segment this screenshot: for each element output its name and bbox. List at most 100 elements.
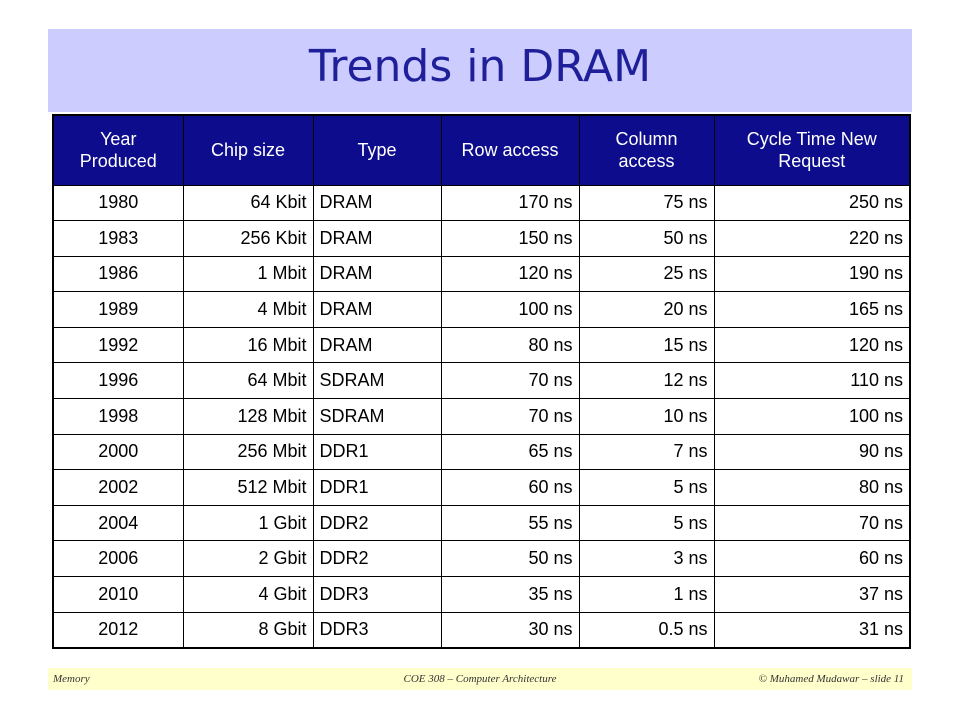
slide-title: Trends in DRAM [308, 41, 652, 92]
cell-chip-size: 2 Gbit [182, 540, 314, 578]
table-row: 2010 4 Gbit DDR3 35 ns 1 ns 37 ns [52, 576, 911, 613]
header-column-access: Column access [578, 114, 715, 186]
cell-type: DDR3 [312, 576, 442, 613]
cell-cycle-time: 120 ns [713, 326, 911, 364]
cell-cycle-time: 100 ns [713, 398, 911, 435]
header-chip-size: Chip size [182, 114, 314, 186]
cell-type: SDRAM [312, 362, 442, 400]
cell-chip-size: 16 Mbit [182, 326, 314, 364]
cell-chip-size: 4 Gbit [182, 576, 314, 613]
cell-type: DRAM [312, 184, 442, 222]
footer-topic: Memory [53, 673, 90, 685]
cell-chip-size: 256 Mbit [182, 433, 314, 471]
cell-chip-size: 64 Mbit [182, 362, 314, 400]
cell-row-access: 80 ns [440, 326, 580, 364]
cell-cycle-time: 70 ns [713, 504, 911, 542]
cell-row-access: 60 ns [440, 469, 580, 506]
cell-year: 2012 [52, 611, 184, 649]
cell-column-access: 3 ns [578, 540, 715, 578]
table-row: 2000 256 Mbit DDR1 65 ns 7 ns 90 ns [52, 433, 911, 471]
cell-cycle-time: 220 ns [713, 220, 911, 257]
cell-type: DDR1 [312, 433, 442, 471]
cell-cycle-time: 165 ns [713, 291, 911, 328]
cell-column-access: 12 ns [578, 362, 715, 400]
cell-chip-size: 512 Mbit [182, 469, 314, 506]
cell-cycle-time: 190 ns [713, 255, 911, 293]
footer-course: COE 308 – Computer Architecture [403, 673, 557, 685]
cell-chip-size: 1 Mbit [182, 255, 314, 293]
cell-cycle-time: 90 ns [713, 433, 911, 471]
cell-year: 2000 [52, 433, 184, 471]
table-header-row: Year Produced Chip size Type Row access … [52, 114, 911, 186]
table-row: 1996 64 Mbit SDRAM 70 ns 12 ns 110 ns [52, 362, 911, 400]
cell-row-access: 170 ns [440, 184, 580, 222]
cell-year: 1983 [52, 220, 184, 257]
cell-type: DDR2 [312, 504, 442, 542]
cell-chip-size: 4 Mbit [182, 291, 314, 328]
cell-year: 2006 [52, 540, 184, 578]
footer-slide-number: © Muhamed Mudawar – slide 11 [758, 673, 904, 685]
table-row: 1989 4 Mbit DRAM 100 ns 20 ns 165 ns [52, 291, 911, 328]
cell-year: 1980 [52, 184, 184, 222]
table-row: 2002 512 Mbit DDR1 60 ns 5 ns 80 ns [52, 469, 911, 506]
table-row: 2006 2 Gbit DDR2 50 ns 3 ns 60 ns [52, 540, 911, 578]
cell-column-access: 5 ns [578, 504, 715, 542]
cell-column-access: 7 ns [578, 433, 715, 471]
cell-cycle-time: 80 ns [713, 469, 911, 506]
title-bar: Trends in DRAM [48, 29, 912, 112]
cell-row-access: 50 ns [440, 540, 580, 578]
table-body: 1980 64 Kbit DRAM 170 ns 75 ns 250 ns 1983 256 … [52, 184, 911, 649]
table-row: 1986 1 Mbit DRAM 120 ns 25 ns 190 ns [52, 255, 911, 293]
cell-cycle-time: 31 ns [713, 611, 911, 649]
cell-cycle-time: 37 ns [713, 576, 911, 613]
cell-type: DRAM [312, 291, 442, 328]
cell-type: DDR1 [312, 469, 442, 506]
cell-type: DDR3 [312, 611, 442, 649]
dram-trends-table: Year Produced Chip size Type Row access … [52, 114, 911, 649]
footer-bar: Memory COE 308 – Computer Architecture ©… [48, 668, 912, 690]
cell-row-access: 35 ns [440, 576, 580, 613]
cell-row-access: 150 ns [440, 220, 580, 257]
cell-column-access: 15 ns [578, 326, 715, 364]
cell-column-access: 25 ns [578, 255, 715, 293]
cell-year: 2004 [52, 504, 184, 542]
cell-year: 1992 [52, 326, 184, 364]
cell-year: 1989 [52, 291, 184, 328]
cell-column-access: 1 ns [578, 576, 715, 613]
table-row: 2004 1 Gbit DDR2 55 ns 5 ns 70 ns [52, 504, 911, 542]
table-row: 1983 256 Kbit DRAM 150 ns 50 ns 220 ns [52, 220, 911, 257]
cell-type: DRAM [312, 255, 442, 293]
cell-column-access: 10 ns [578, 398, 715, 435]
table-row: 1992 16 Mbit DRAM 80 ns 15 ns 120 ns [52, 326, 911, 364]
cell-row-access: 55 ns [440, 504, 580, 542]
cell-type: SDRAM [312, 398, 442, 435]
cell-type: DRAM [312, 220, 442, 257]
cell-column-access: 5 ns [578, 469, 715, 506]
cell-column-access: 20 ns [578, 291, 715, 328]
header-year-produced: Year Produced [52, 114, 184, 186]
cell-column-access: 75 ns [578, 184, 715, 222]
cell-year: 1986 [52, 255, 184, 293]
table-row: 1980 64 Kbit DRAM 170 ns 75 ns 250 ns [52, 184, 911, 222]
table-row: 2012 8 Gbit DDR3 30 ns 0.5 ns 31 ns [52, 611, 911, 649]
cell-chip-size: 8 Gbit [182, 611, 314, 649]
cell-row-access: 100 ns [440, 291, 580, 328]
cell-row-access: 120 ns [440, 255, 580, 293]
cell-chip-size: 1 Gbit [182, 504, 314, 542]
header-row-access: Row access [440, 114, 580, 186]
cell-year: 1996 [52, 362, 184, 400]
cell-year: 2010 [52, 576, 184, 613]
cell-column-access: 0.5 ns [578, 611, 715, 649]
cell-row-access: 70 ns [440, 398, 580, 435]
cell-chip-size: 64 Kbit [182, 184, 314, 222]
header-cycle-time: Cycle Time New Request [713, 114, 911, 186]
cell-year: 2002 [52, 469, 184, 506]
cell-year: 1998 [52, 398, 184, 435]
cell-chip-size: 256 Kbit [182, 220, 314, 257]
cell-cycle-time: 60 ns [713, 540, 911, 578]
cell-row-access: 30 ns [440, 611, 580, 649]
header-type: Type [312, 114, 442, 186]
cell-type: DRAM [312, 326, 442, 364]
cell-row-access: 65 ns [440, 433, 580, 471]
table-row: 1998 128 Mbit SDRAM 70 ns 10 ns 100 ns [52, 398, 911, 435]
